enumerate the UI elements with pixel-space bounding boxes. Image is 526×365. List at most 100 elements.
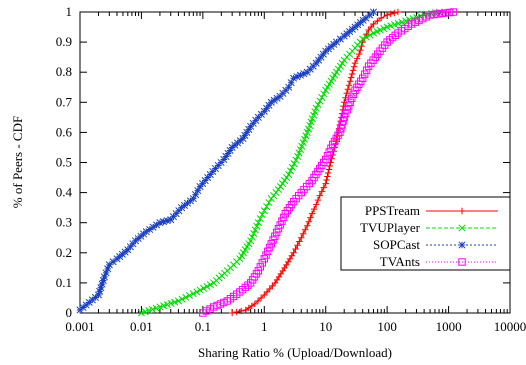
star-marker: [100, 273, 108, 281]
series-layer: [76, 8, 458, 317]
square-marker: [434, 10, 442, 18]
square-marker: [262, 251, 270, 259]
star-marker: [239, 134, 247, 142]
y-tick-label: 0.1: [56, 275, 72, 290]
star-marker: [300, 70, 308, 78]
star-marker: [104, 265, 112, 273]
plus-marker: [266, 285, 273, 293]
x-marker: [185, 291, 194, 300]
x-marker: [206, 281, 214, 289]
x-marker: [182, 293, 190, 301]
star-marker: [142, 228, 150, 236]
legend-label-sopcast: SOPCast: [373, 237, 420, 252]
star-marker: [159, 218, 168, 226]
square-marker: [323, 152, 332, 160]
x-axis-title: Sharing Ratio % (Upload/Download): [198, 345, 392, 360]
square-marker: [426, 11, 434, 19]
star-marker: [96, 287, 104, 295]
plus-marker: [323, 176, 330, 184]
x-marker: [288, 163, 296, 171]
x-marker: [279, 180, 287, 188]
plus-marker: [349, 67, 357, 74]
square-marker: [341, 109, 350, 118]
star-marker: [163, 217, 171, 225]
x-tick-label: 10000: [494, 319, 526, 334]
plus-marker: [263, 288, 271, 296]
legend-box: [340, 196, 511, 271]
star-marker: [362, 14, 370, 22]
square-marker: [449, 8, 458, 16]
y-tick-label: 0.8: [56, 64, 72, 79]
square-marker: [362, 66, 371, 74]
series-tvuplayer: [137, 8, 443, 317]
x-tick-label: 0.01: [130, 319, 153, 334]
x-marker: [178, 295, 186, 303]
plus-marker: [305, 218, 313, 225]
x-marker: [281, 177, 289, 185]
square-marker: [264, 247, 272, 255]
legend-label-ppstream: PPSTream: [365, 203, 420, 218]
y-tick-label: 0.5: [56, 155, 72, 170]
star-marker: [241, 131, 249, 139]
square-marker: [265, 243, 274, 252]
star-marker: [273, 94, 281, 102]
square-marker: [274, 225, 283, 233]
plus-marker: [387, 10, 394, 18]
square-marker: [256, 263, 265, 271]
star-marker: [224, 149, 232, 158]
x-tick-label: 10: [319, 319, 332, 334]
x-marker: [290, 160, 298, 168]
star-marker: [369, 8, 378, 16]
plus-marker: [302, 226, 309, 233]
plus-marker: [326, 162, 333, 170]
plus-marker: [257, 294, 265, 302]
plus-marker: [346, 78, 354, 85]
plus-marker: [342, 94, 349, 101]
series-sopcast: [76, 8, 378, 314]
y-axis-title: % of Peers - CDF: [10, 116, 25, 208]
star-marker: [290, 74, 298, 82]
square-marker: [445, 8, 454, 17]
x-marker: [318, 93, 326, 102]
plus-marker: [269, 282, 276, 290]
star-marker: [97, 284, 105, 292]
plus-marker: [333, 136, 340, 144]
x-marker: [247, 237, 255, 245]
x-marker: [200, 284, 208, 292]
x-tick-label: 100: [377, 319, 397, 334]
square-marker: [271, 232, 279, 240]
square-marker: [360, 70, 369, 78]
star-marker: [152, 221, 161, 229]
plus-marker: [254, 297, 262, 305]
square-marker: [258, 259, 267, 267]
square-marker: [344, 102, 353, 110]
y-tick-label: 0.6: [56, 124, 73, 139]
x-marker: [248, 233, 256, 241]
plus-marker: [310, 205, 318, 213]
x-tick-label: 1000: [436, 319, 462, 334]
square-marker: [441, 9, 450, 17]
x-marker: [276, 183, 285, 191]
plus-marker: [296, 238, 303, 245]
plus-marker: [355, 50, 363, 58]
plus-marker: [377, 14, 385, 22]
x-marker: [254, 219, 262, 227]
square-marker: [254, 267, 263, 275]
square-marker: [337, 124, 345, 133]
plus-marker: [261, 291, 268, 299]
star-marker: [102, 269, 110, 277]
y-axis-ticks: 0 0.1 0.2 0.3 0.4 0.5 0.6 0.7 0.8 0.9 1: [56, 4, 510, 320]
square-marker: [340, 113, 348, 122]
square-marker: [343, 106, 351, 114]
square-marker: [272, 228, 281, 237]
star-marker: [226, 146, 234, 155]
legend: PPSTream TVUPlayer SOPCast TVAnts: [340, 196, 511, 271]
plus-marker: [351, 59, 359, 67]
x-marker: [189, 290, 197, 298]
x-marker: [253, 222, 261, 230]
plus-marker: [320, 184, 327, 191]
star-marker: [458, 241, 466, 249]
plus-marker: [314, 196, 322, 204]
square-marker: [276, 221, 284, 229]
square-marker: [339, 117, 347, 125]
